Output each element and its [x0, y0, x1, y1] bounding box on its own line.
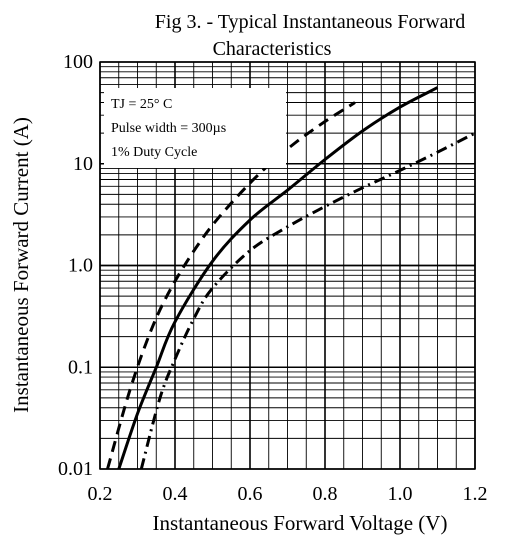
annotation-pulse-width: Pulse width = 300µs: [111, 121, 226, 136]
y-tick-label: 1.0: [68, 255, 93, 277]
series-line-dashed: [106, 101, 356, 470]
x-tick-label: 0.8: [313, 483, 338, 505]
x-tick-label: 0.2: [88, 483, 113, 505]
x-tick-label: 0.6: [238, 483, 263, 505]
y-tick-label: 0.01: [58, 458, 93, 480]
x-tick-label: 0.4: [163, 483, 188, 505]
x-tick-label: 1.0: [388, 483, 413, 505]
y-axis-label: Instantaneous Forward Current (A): [9, 117, 33, 413]
y-tick-label: 100: [63, 51, 93, 73]
x-tick-label: 1.2: [463, 483, 488, 505]
tick-labels: 0.2 0.4 0.6 0.8 1.0 1.2 0.01 0.1 1.0 10 100: [58, 51, 488, 505]
plot-frame: [99, 61, 476, 470]
annotation-duty-cycle: 1% Duty Cycle: [111, 145, 197, 160]
series-group: [106, 86, 476, 470]
series-line-dash-dot: [139, 131, 476, 470]
chart-title-line-1: Fig 3. - Typical Instantaneous Forward: [155, 11, 465, 33]
y-tick-label: 0.1: [68, 356, 93, 378]
annotation-box: [104, 88, 286, 168]
y-tick-label: 10: [73, 153, 93, 175]
x-axis-label: Instantaneous Forward Voltage (V): [153, 511, 448, 535]
series-line-solid: [117, 86, 439, 470]
chart-title-line-2: Characteristics: [213, 38, 332, 60]
annotation-temperature: TJ = 25° C: [111, 97, 172, 112]
